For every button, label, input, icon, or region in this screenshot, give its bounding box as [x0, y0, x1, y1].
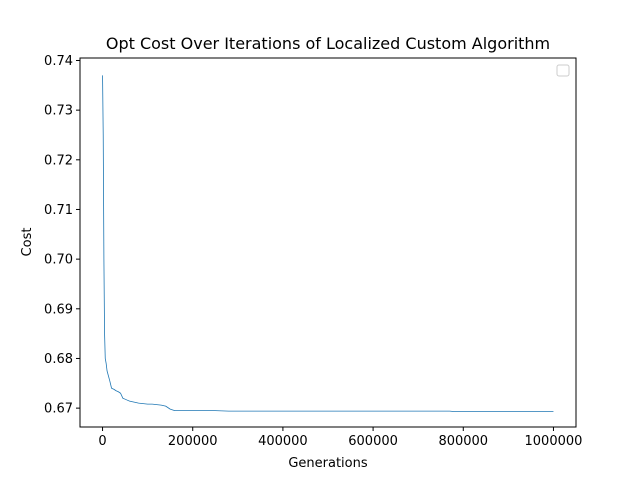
x-tick-label: 1000000	[525, 434, 583, 449]
y-axis: 0.67 0.68 0.69 0.70 0.71 0.72 0.73 0.74	[44, 54, 80, 417]
x-tick-label: 600000	[348, 434, 398, 449]
x-tick-label: 0	[98, 434, 106, 449]
y-tick-label: 0.74	[44, 54, 73, 69]
x-axis: 0 200000 400000 600000 800000 1000000	[98, 427, 582, 449]
y-axis-label: Cost	[20, 228, 35, 257]
axes-frame	[79, 57, 577, 428]
y-tick-label: 0.68	[44, 352, 73, 367]
y-tick-label: 0.69	[44, 302, 73, 317]
legend-box	[556, 64, 570, 77]
y-tick-label: 0.71	[44, 203, 73, 218]
x-tick-label: 400000	[258, 434, 308, 449]
y-tick-label: 0.67	[44, 402, 73, 417]
y-tick-label: 0.73	[44, 104, 73, 119]
x-tick-label: 800000	[438, 434, 488, 449]
chart-title: Opt Cost Over Iterations of Localized Cu…	[106, 34, 550, 53]
plot-area	[102, 75, 554, 413]
y-tick-label: 0.70	[44, 253, 73, 268]
x-tick-label: 200000	[168, 434, 218, 449]
y-tick-label: 0.72	[44, 153, 73, 168]
series-line-1	[102, 75, 554, 413]
x-axis-label: Generations	[288, 456, 368, 471]
